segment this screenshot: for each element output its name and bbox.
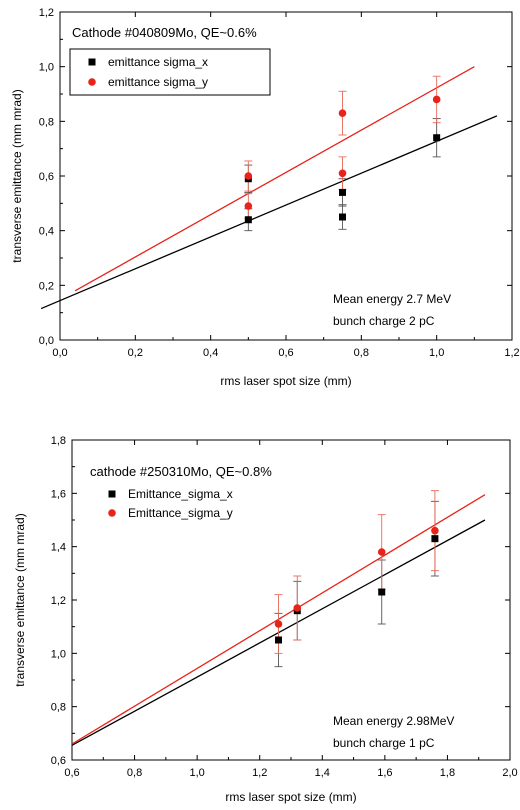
data-point — [432, 95, 441, 104]
data-point — [244, 172, 253, 180]
legend-box — [69, 48, 271, 96]
x-tick-label: 1,0 — [429, 347, 444, 359]
legend-label: Emittance_sigma_y — [128, 506, 233, 520]
legend-marker — [88, 78, 96, 86]
y-tick-label: 1,8 — [51, 435, 66, 447]
data-point — [339, 188, 346, 196]
y-axis-title: transverse emittance (mm mrad) — [10, 89, 24, 262]
legend: Emittance_sigma_x Emittance_sigma_y — [108, 487, 233, 520]
x-tick-label: 1,4 — [315, 767, 330, 779]
y-tick-label: 1,0 — [39, 62, 54, 74]
y-tick-label: 0,2 — [39, 280, 54, 292]
x-axis-title: rms laser spot size (mm) — [225, 790, 356, 804]
legend-label: emittance sigma_x — [108, 55, 208, 69]
fit-line — [40, 115, 498, 310]
y-tick-label: 1,6 — [51, 488, 66, 500]
x-tick-label: 1,8 — [440, 767, 455, 779]
legend-label: emittance sigma_y — [108, 75, 208, 89]
y-tick-label: 1,2 — [39, 7, 54, 19]
x-axis-title: rms laser spot size (mm) — [220, 374, 351, 388]
chart-bottom: 0,6 0,8 1,0 1,2 1,4 1,6 1,8 2,0 0,6 0,8 1,0 1,2 1,4… — [13, 435, 518, 804]
y-tick-label: 0,4 — [39, 226, 54, 238]
data-point — [244, 202, 253, 210]
data-point — [338, 169, 347, 178]
error-bars — [274, 490, 439, 668]
error-bars — [244, 75, 441, 232]
y-tick-label: 0,6 — [39, 171, 54, 183]
data-points — [244, 95, 441, 224]
data-point — [433, 134, 441, 142]
data-point — [274, 620, 283, 628]
data-point — [338, 109, 347, 117]
legend-marker — [88, 58, 96, 66]
annotation-charge: bunch charge 1 pC — [333, 736, 435, 750]
data-points — [274, 526, 439, 644]
x-tick-label: 0,8 — [354, 347, 369, 359]
x-tick-label: 0,6 — [278, 347, 293, 359]
data-point — [431, 535, 439, 543]
legend-marker — [108, 509, 116, 517]
y-tick-label: 0,6 — [51, 755, 66, 767]
y-tick-label: 0,0 — [39, 335, 54, 347]
data-point — [431, 526, 439, 535]
y-tick-label: 1,0 — [51, 648, 66, 660]
x-tick-label: 1,0 — [189, 767, 204, 779]
data-point — [244, 216, 252, 224]
legend-label: Emittance_sigma_x — [128, 487, 233, 501]
chart-top: 0,0 0,2 0,4 0,6 0,8 1,0 1,2 0,0 0,2 0,4 0,6 0,8 1,0… — [10, 7, 520, 388]
data-point — [293, 604, 302, 612]
y-axis-ticks: 0,6 0,8 1,0 1,2 1,4 1,6 1,8 — [51, 435, 510, 767]
x-tick-label: 0,4 — [203, 347, 218, 359]
data-point — [377, 548, 386, 556]
legend: emittance sigma_x emittance sigma_y — [88, 55, 208, 89]
x-tick-label: 2,0 — [502, 767, 517, 779]
chart-title: cathode #250310Mo, QE~0.8% — [90, 464, 272, 479]
legend-marker — [108, 490, 116, 498]
x-tick-label: 1,2 — [504, 347, 519, 359]
x-tick-label: 0,6 — [64, 767, 79, 779]
y-tick-label: 0,8 — [51, 702, 66, 714]
x-tick-label: 0,8 — [127, 767, 142, 779]
y-axis-ticks: 0,0 0,2 0,4 0,6 0,8 1,0 1,2 — [39, 7, 512, 347]
data-point — [339, 213, 346, 221]
x-tick-label: 0,2 — [128, 347, 143, 359]
chart-title: Cathode #040809Mo, QE~0.6% — [72, 25, 257, 40]
x-tick-label: 1,6 — [377, 767, 392, 779]
annotation-energy: Mean energy 2.98MeV — [333, 714, 454, 728]
annotation-energy: Mean energy 2.7 MeV — [333, 292, 451, 306]
annotation-charge: bunch charge 2 pC — [333, 314, 435, 328]
x-tick-label: 1,2 — [252, 767, 267, 779]
data-point — [378, 588, 386, 596]
fit-lines — [40, 66, 498, 310]
x-axis-ticks: 0,6 0,8 1,0 1,2 1,4 1,6 1,8 2,0 — [64, 440, 518, 779]
y-tick-label: 0,8 — [39, 116, 54, 128]
y-axis-title: transverse emittance (mm mrad) — [13, 513, 27, 686]
y-tick-label: 1,2 — [51, 595, 66, 607]
x-axis-ticks: 0,0 0,2 0,4 0,6 0,8 1,0 1,2 — [52, 12, 520, 359]
data-point — [274, 636, 282, 644]
fit-line — [74, 66, 475, 292]
y-tick-label: 1,4 — [51, 542, 66, 554]
x-tick-label: 0,0 — [52, 347, 67, 359]
